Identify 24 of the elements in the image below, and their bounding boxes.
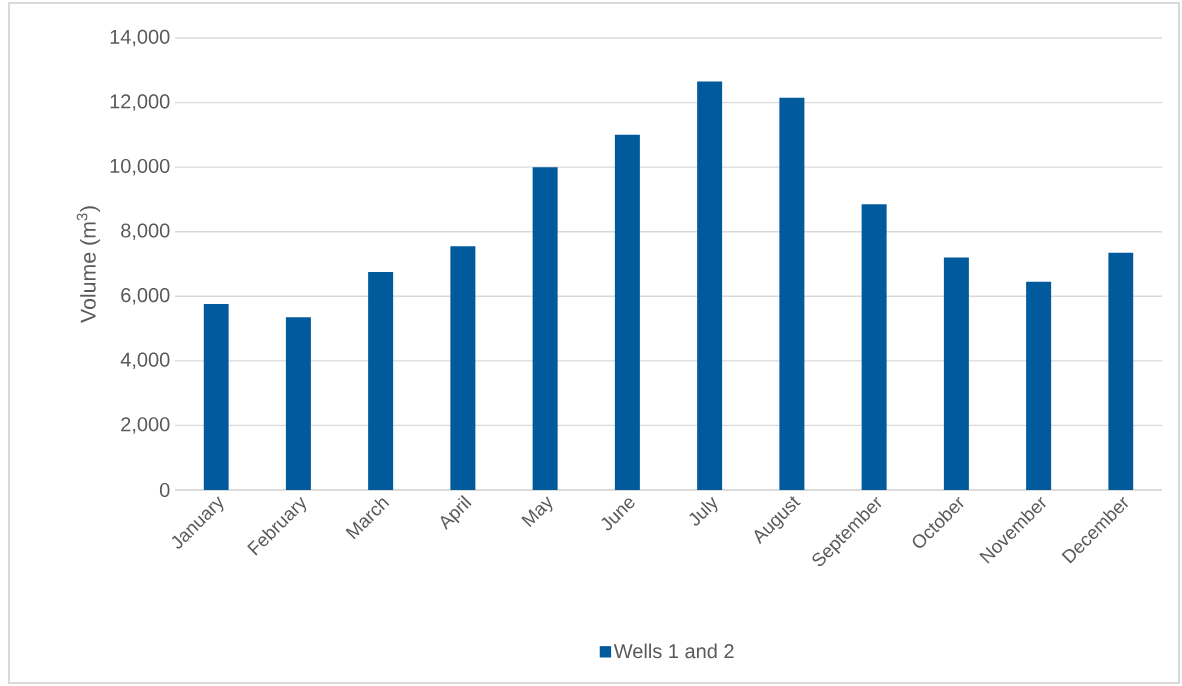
x-tick-label: July	[689, 496, 718, 526]
y-tick-label: 6,000	[121, 288, 170, 305]
bar	[779, 97, 805, 490]
bar	[450, 246, 476, 490]
bar	[203, 304, 229, 490]
bar	[532, 167, 558, 490]
y-tick-label: 14,000	[110, 29, 170, 47]
y-tick-label: 12,000	[110, 94, 170, 111]
y-tick-label: 2,000	[121, 417, 170, 434]
y-tick-label: 4,000	[120, 352, 170, 370]
bar	[697, 81, 723, 490]
bar	[943, 257, 969, 490]
bar	[1026, 281, 1052, 490]
bar	[368, 272, 394, 490]
bar	[614, 134, 640, 490]
x-tick-label: May	[521, 496, 553, 528]
bar	[861, 204, 887, 490]
bar	[285, 317, 311, 490]
y-tick-label: 0	[159, 482, 170, 498]
y-tick-label: 10,000	[110, 158, 170, 176]
legend-label: Wells 1 and 2	[613, 643, 734, 659]
y-tick-label: 8,000	[121, 223, 170, 240]
bar	[1108, 252, 1134, 490]
y-axis-title: Volume (m$^{3}$)	[76, 206, 100, 323]
